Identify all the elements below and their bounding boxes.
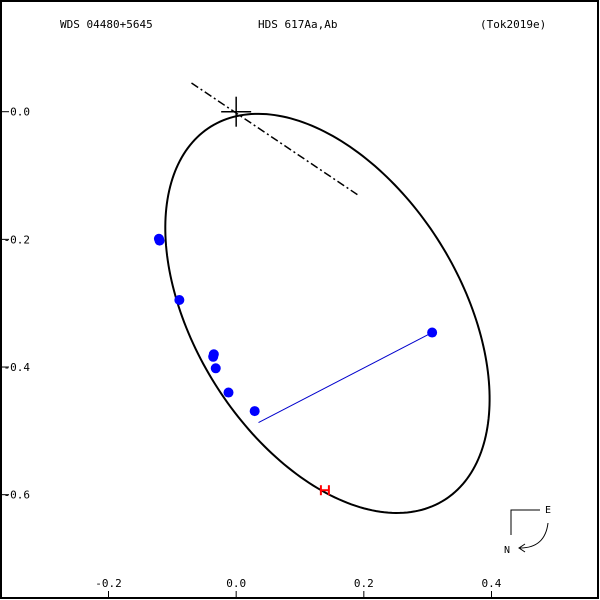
observation-point [249,406,260,417]
observation-point [223,387,234,398]
wds-identifier: WDS 04480+5645 [60,18,153,31]
pair-name: HDS 617Aa,Ab [258,18,337,31]
compass-north-label: N [504,545,510,556]
y-tick-label: -0.2 [4,233,31,246]
y-tick-label: -0.6 [4,489,31,502]
red-position-marker [319,485,330,496]
periastron-connector-line [258,332,433,423]
axis-tick-labels: -0.2 0.0 0.2 0.4 0.0 -0.2 -0.4 -0.6 [4,106,502,590]
x-tick-label: 0.0 [226,577,246,590]
compass-axes [510,509,540,535]
y-tick-label: 0.0 [10,106,30,119]
reference-code: (Tok2019e) [480,18,546,31]
axis-ticks [1,111,492,599]
line-of-nodes [191,82,358,196]
compass-east-label: E [545,505,551,516]
primary-star-marker [221,96,252,127]
y-tick-label: -0.4 [4,361,31,374]
observation-point [174,295,185,305]
compass-arrow-head [518,543,526,553]
orbit-ellipse [164,112,491,514]
observation-point [154,235,165,246]
observation-point [427,327,438,338]
compass-rose: E N [504,505,551,556]
x-tick-label: 0.4 [482,577,502,590]
compass-rotation-arc [519,522,549,549]
observation-point [208,351,219,362]
x-tick-label: -0.2 [95,577,122,590]
observation-points [153,233,438,417]
observation-point [210,363,221,374]
x-tick-label: 0.2 [354,577,374,590]
